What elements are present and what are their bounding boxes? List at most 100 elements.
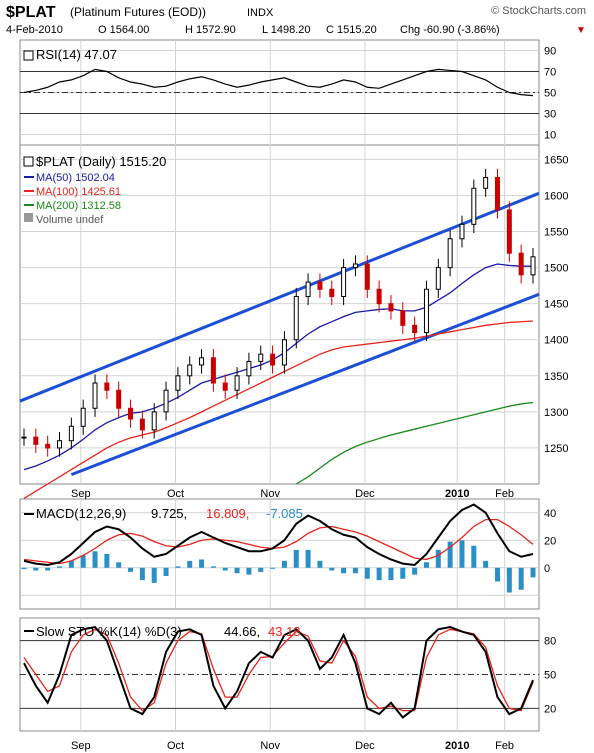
- rsi-tick-label: 70: [544, 67, 556, 79]
- price-bar-body: [92, 382, 98, 409]
- lower-trendline: [70, 292, 540, 477]
- macd-tick-label: 20: [544, 535, 556, 547]
- price-bar-body: [341, 267, 347, 297]
- macd-histogram-bar: [435, 549, 441, 568]
- macd-histogram-bar: [388, 567, 394, 581]
- price-bar-body: [518, 252, 524, 276]
- macd-histogram-bar: [92, 551, 98, 568]
- price-bar-body: [128, 407, 134, 420]
- macd-histogram-bar: [530, 567, 536, 578]
- instrument-name: (Platinum Futures (EOD)): [70, 5, 206, 19]
- price-tick-label: 1500: [544, 263, 568, 275]
- price-bar-body: [388, 303, 394, 312]
- ma200-line: [295, 401, 534, 485]
- macd-histogram-bar: [341, 567, 347, 574]
- quote-date: 4-Feb-2010: [6, 24, 63, 36]
- price-bar-body: [163, 389, 169, 413]
- price-tick-label: 1250: [544, 443, 568, 455]
- price-bar-body: [530, 256, 536, 276]
- price-bar-body: [364, 263, 370, 290]
- price-tick-label: 1300: [544, 407, 568, 419]
- price-bar-body: [57, 440, 63, 449]
- price-bar-body: [104, 382, 110, 391]
- exchange: INDX: [247, 7, 274, 19]
- x-tick-label: Dec: [355, 740, 375, 752]
- macd-histogram-bar: [258, 567, 264, 572]
- sto-d-value: 43.18: [268, 624, 301, 639]
- price-bar-body: [175, 375, 181, 391]
- sto-d-line: [23, 628, 534, 712]
- sto-tick-label: 20: [544, 703, 556, 715]
- macd-histogram-bar: [234, 567, 240, 574]
- macd-histogram-bar: [447, 541, 453, 568]
- price-bar-body: [293, 295, 299, 341]
- x-tick-label: 2010: [445, 740, 469, 752]
- macd-value: 9.725,: [151, 506, 187, 521]
- macd-histogram-bar: [116, 562, 122, 568]
- price-panel: [19, 144, 540, 485]
- quote-open: O 1564.00: [98, 24, 149, 36]
- signal-line: [23, 518, 534, 565]
- macd-histogram-bar: [80, 555, 86, 568]
- price-bar-body: [45, 443, 51, 449]
- x-tick-label: Feb: [495, 488, 514, 500]
- price-bar-body: [352, 263, 358, 269]
- rsi-series-line: [23, 68, 534, 97]
- price-bar-body: [234, 375, 240, 391]
- sto-k-line: [23, 625, 534, 719]
- price-bar-body: [33, 436, 39, 445]
- macd-histogram-bar: [199, 559, 205, 568]
- macd-histogram-bar: [222, 567, 228, 571]
- macd-legend: MACD(12,26,9) 9.725, 16.809, -7.085: [24, 506, 303, 521]
- x-tick-label: Oct: [167, 488, 184, 500]
- price-bar-body: [270, 353, 276, 366]
- macd-histogram-bar: [364, 567, 370, 579]
- price-bar-body: [210, 357, 216, 384]
- x-tick-label: Oct: [167, 740, 184, 752]
- price-bar-body: [21, 436, 27, 439]
- macd-histogram-bar: [376, 567, 382, 581]
- macd-histogram-bar: [175, 566, 181, 568]
- macd-histogram-bar: [506, 567, 512, 593]
- price-bar-body: [151, 411, 157, 431]
- macd-tick-label: 0: [544, 563, 550, 575]
- macd-histogram-bar: [33, 567, 39, 571]
- price-bar-body: [317, 281, 323, 290]
- rsi-label: RSI(14) 47.07: [23, 47, 117, 62]
- price-bar-body: [281, 339, 287, 366]
- signal-value: 16.809,: [206, 506, 249, 521]
- price-bar-body: [305, 281, 311, 297]
- rsi-tick-label: 90: [544, 46, 556, 58]
- macd-histogram-bar: [104, 554, 110, 568]
- x-tick-label: Nov: [260, 488, 280, 500]
- price-bar-body: [459, 223, 465, 240]
- ma50-line: [23, 263, 533, 471]
- macd-histogram-bar: [281, 560, 287, 568]
- x-tick-label: Dec: [355, 488, 375, 500]
- price-bar-body: [400, 310, 406, 326]
- quote-low: L 1498.20: [262, 24, 311, 36]
- price-tick-label: 1450: [544, 299, 568, 311]
- macd-histogram-bar: [329, 567, 335, 571]
- price-bar-body: [116, 389, 122, 409]
- x-tick-label: Nov: [260, 740, 280, 752]
- hist-value: -7.085: [266, 506, 303, 521]
- price-bar-body: [80, 407, 86, 427]
- macd-histogram-bar: [246, 567, 252, 575]
- volume-swatch: [24, 213, 33, 222]
- macd-histogram-bar: [518, 567, 524, 590]
- macd-histogram-bar: [68, 560, 74, 568]
- macd-histogram-bar: [305, 549, 311, 568]
- ma50-legend: MA(50) 1502.04: [36, 172, 115, 184]
- price-bar-body: [506, 209, 512, 254]
- price-bar-body: [258, 353, 264, 362]
- quote-change: Chg -60.90 (-3.86%): [400, 24, 500, 36]
- brand-logo: © StockCharts.com: [491, 5, 586, 17]
- macd-line: [23, 503, 534, 567]
- price-bar-body: [246, 360, 252, 377]
- price-bar-body: [199, 357, 205, 366]
- ma100-legend: MA(100) 1425.61: [36, 186, 121, 198]
- price-tick-label: 1350: [544, 371, 568, 383]
- ma200-legend: MA(200) 1312.58: [36, 200, 121, 212]
